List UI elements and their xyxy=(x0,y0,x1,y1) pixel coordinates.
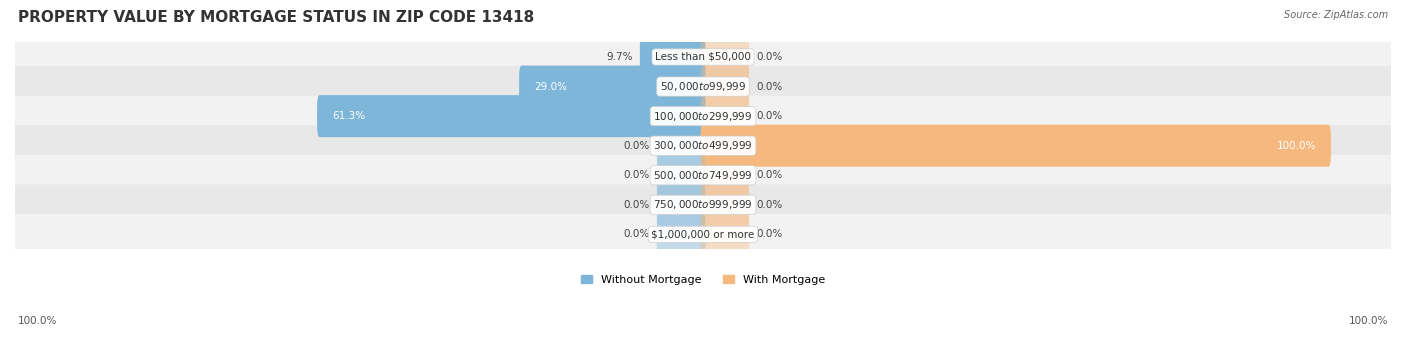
Text: Source: ZipAtlas.com: Source: ZipAtlas.com xyxy=(1284,10,1388,20)
Text: $750,000 to $999,999: $750,000 to $999,999 xyxy=(654,198,752,211)
FancyBboxPatch shape xyxy=(700,125,1331,167)
FancyBboxPatch shape xyxy=(13,66,1393,107)
Legend: Without Mortgage, With Mortgage: Without Mortgage, With Mortgage xyxy=(576,270,830,289)
Text: PROPERTY VALUE BY MORTGAGE STATUS IN ZIP CODE 13418: PROPERTY VALUE BY MORTGAGE STATUS IN ZIP… xyxy=(18,10,534,25)
FancyBboxPatch shape xyxy=(657,125,706,167)
Text: $50,000 to $99,999: $50,000 to $99,999 xyxy=(659,80,747,93)
FancyBboxPatch shape xyxy=(700,66,749,107)
FancyBboxPatch shape xyxy=(318,95,706,137)
Text: 61.3%: 61.3% xyxy=(332,111,366,121)
Text: $300,000 to $499,999: $300,000 to $499,999 xyxy=(654,139,752,152)
FancyBboxPatch shape xyxy=(13,184,1393,225)
Text: 0.0%: 0.0% xyxy=(756,170,782,180)
Text: 0.0%: 0.0% xyxy=(624,141,650,151)
FancyBboxPatch shape xyxy=(657,214,706,255)
FancyBboxPatch shape xyxy=(13,96,1393,137)
FancyBboxPatch shape xyxy=(700,36,749,78)
Text: 0.0%: 0.0% xyxy=(756,200,782,210)
FancyBboxPatch shape xyxy=(657,154,706,196)
FancyBboxPatch shape xyxy=(700,154,749,196)
Text: 0.0%: 0.0% xyxy=(756,230,782,239)
FancyBboxPatch shape xyxy=(640,36,706,78)
Text: 29.0%: 29.0% xyxy=(534,82,567,91)
Text: 9.7%: 9.7% xyxy=(606,52,633,62)
FancyBboxPatch shape xyxy=(700,184,749,226)
FancyBboxPatch shape xyxy=(13,37,1393,78)
Text: 100.0%: 100.0% xyxy=(1277,141,1316,151)
FancyBboxPatch shape xyxy=(13,155,1393,196)
Text: $100,000 to $299,999: $100,000 to $299,999 xyxy=(654,109,752,123)
Text: 100.0%: 100.0% xyxy=(18,317,58,326)
Text: Less than $50,000: Less than $50,000 xyxy=(655,52,751,62)
Text: $500,000 to $749,999: $500,000 to $749,999 xyxy=(654,169,752,182)
Text: 0.0%: 0.0% xyxy=(756,52,782,62)
Text: 0.0%: 0.0% xyxy=(624,170,650,180)
Text: 0.0%: 0.0% xyxy=(756,111,782,121)
FancyBboxPatch shape xyxy=(700,95,749,137)
FancyBboxPatch shape xyxy=(657,184,706,226)
Text: $1,000,000 or more: $1,000,000 or more xyxy=(651,230,755,239)
Text: 100.0%: 100.0% xyxy=(1348,317,1388,326)
Text: 0.0%: 0.0% xyxy=(624,230,650,239)
Text: 0.0%: 0.0% xyxy=(624,200,650,210)
FancyBboxPatch shape xyxy=(700,214,749,255)
Text: 0.0%: 0.0% xyxy=(756,82,782,91)
FancyBboxPatch shape xyxy=(13,125,1393,166)
FancyBboxPatch shape xyxy=(519,66,706,107)
FancyBboxPatch shape xyxy=(13,214,1393,255)
